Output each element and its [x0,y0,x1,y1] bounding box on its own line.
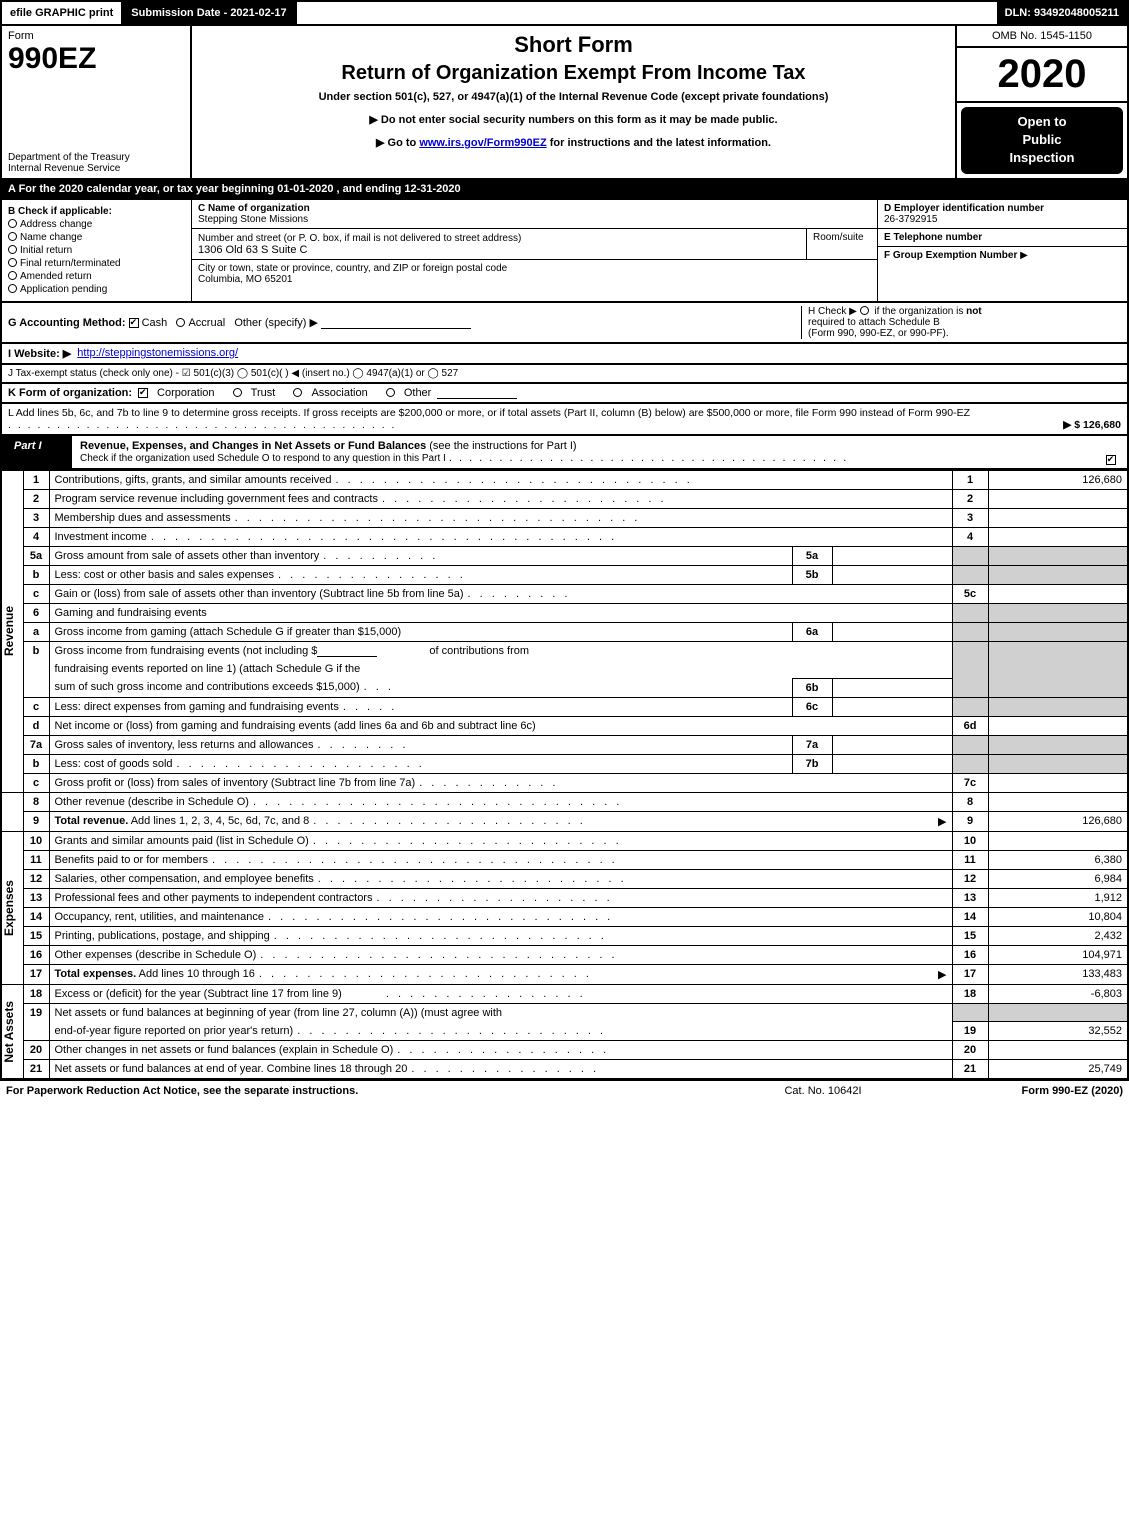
section-b: B Check if applicable: Address change Na… [2,200,192,301]
val-line-9: 126,680 [988,811,1128,831]
irs-link[interactable]: www.irs.gov/Form990EZ [419,137,546,149]
org-street: 1306 Old 63 S Suite C [198,244,307,256]
val-line-10 [988,831,1128,850]
subtitle-ssn: ▶ Do not enter social security numbers o… [198,113,949,126]
fundraising-amount-input[interactable] [317,645,377,657]
val-line-5b [832,565,952,584]
val-line-6c [832,697,952,716]
part-i-table: Revenue 1 Contributions, gifts, grants, … [0,470,1129,1081]
val-line-7b [832,754,952,773]
telephone-label: E Telephone number [884,232,982,243]
footer-cat-no: Cat. No. 10642I [723,1085,923,1097]
chk-corporation[interactable] [138,388,148,398]
subtitle-code: Under section 501(c), 527, or 4947(a)(1)… [198,91,949,103]
org-city: Columbia, MO 65201 [198,274,293,285]
top-bar: efile GRAPHIC print Submission Date - 20… [0,0,1129,26]
section-c: C Name of organization Stepping Stone Mi… [192,200,877,301]
dln: DLN: 93492048005211 [997,2,1127,24]
chk-name-change[interactable]: Name change [20,232,82,243]
val-line-5c [988,584,1128,603]
chk-association[interactable] [293,388,302,397]
val-line-6b [832,678,952,697]
val-line-13: 1,912 [988,888,1128,907]
row-k: K Form of organization: Corporation Trus… [0,384,1129,404]
omb-number: OMB No. 1545-1150 [957,26,1127,48]
room-suite-label: Room/suite [807,229,877,259]
page-footer: For Paperwork Reduction Act Notice, see … [0,1080,1129,1101]
val-line-18: -6,803 [988,984,1128,1003]
chk-schedule-o[interactable] [1106,455,1116,465]
row-i: I Website: ▶ http://steppingstonemission… [0,344,1129,365]
chk-initial-return[interactable]: Initial return [20,245,72,256]
val-line-7a [832,735,952,754]
footer-form-id: Form 990-EZ (2020) [923,1085,1123,1097]
chk-application-pending[interactable]: Application pending [20,284,107,295]
val-line-1: 126,680 [988,470,1128,489]
chk-final-return[interactable]: Final return/terminated [20,258,121,269]
entity-info-grid: B Check if applicable: Address change Na… [0,200,1129,303]
val-line-4 [988,527,1128,546]
ein: 26-3792915 [884,214,937,225]
other-org-input[interactable] [437,387,517,399]
val-line-15: 2,432 [988,926,1128,945]
footer-paperwork: For Paperwork Reduction Act Notice, see … [6,1085,723,1097]
val-line-20 [988,1041,1128,1060]
efile-print[interactable]: efile GRAPHIC print [2,2,123,24]
gross-receipts: ▶ $ 126,680 [1063,419,1121,431]
org-name: Stepping Stone Missions [198,214,308,225]
val-line-6d [988,716,1128,735]
subtitle-goto: ▶ Go to www.irs.gov/Form990EZ for instru… [198,136,949,149]
val-line-17: 133,483 [988,964,1128,984]
val-line-21: 25,749 [988,1060,1128,1080]
val-line-6a [832,622,952,641]
chk-amended-return[interactable]: Amended return [20,271,92,282]
row-gh: G Accounting Method: Cash Accrual Other … [0,303,1129,344]
section-def: D Employer identification number 26-3792… [877,200,1127,301]
form-header: Form 990EZ Department of the Treasury In… [0,26,1129,180]
val-line-2 [988,489,1128,508]
val-line-14: 10,804 [988,907,1128,926]
form-number: 990EZ [8,42,184,76]
chk-schedule-b[interactable] [860,306,869,315]
val-line-8 [988,792,1128,811]
part-i-header: Part I Revenue, Expenses, and Changes in… [0,436,1129,470]
form-word: Form [8,30,184,42]
submission-date: Submission Date - 2021-02-17 [123,2,296,24]
val-line-16: 104,971 [988,945,1128,964]
tax-year-row: A For the 2020 calendar year, or tax yea… [0,180,1129,200]
dept-treasury: Department of the Treasury [8,152,184,163]
title-short-form: Short Form [198,32,949,58]
val-line-5a [832,546,952,565]
chk-accrual[interactable] [176,318,185,327]
dept-irs: Internal Revenue Service [8,163,184,174]
sidebar-expenses: Expenses [2,880,16,936]
val-line-12: 6,984 [988,869,1128,888]
tax-year-large: 2020 [957,48,1127,103]
website-link[interactable]: http://steppingstonemissions.org/ [77,347,238,359]
sidebar-revenue: Revenue [2,606,16,656]
chk-trust[interactable] [233,388,242,397]
val-line-7c [988,773,1128,792]
chk-cash[interactable] [129,318,139,328]
val-line-3 [988,508,1128,527]
row-l: L Add lines 5b, 6c, and 7b to line 9 to … [0,404,1129,436]
title-return: Return of Organization Exempt From Incom… [198,62,949,85]
val-line-19: 32,552 [988,1022,1128,1041]
val-line-11: 6,380 [988,850,1128,869]
open-public-inspection: Open to Public Inspection [961,107,1123,174]
part-i-tab: Part I [2,436,72,468]
chk-other-org[interactable] [386,388,395,397]
row-j: J Tax-exempt status (check only one) - ☑… [0,365,1129,384]
other-specify-input[interactable] [321,317,471,329]
chk-address-change[interactable]: Address change [20,219,92,230]
group-exemption-arrow: ▶ [1020,250,1028,261]
sidebar-net-assets: Net Assets [2,1001,16,1063]
